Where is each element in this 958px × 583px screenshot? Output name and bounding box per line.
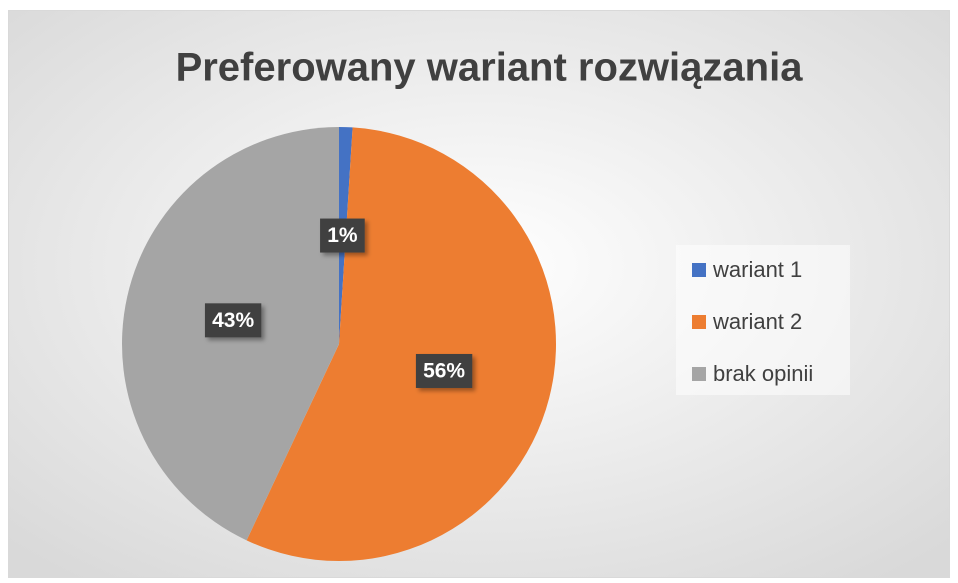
pie-slice: [246, 127, 556, 562]
legend-marker: [692, 367, 706, 381]
data-label-box: [415, 353, 473, 388]
data-label: 1%: [327, 224, 358, 247]
data-label-box: [320, 218, 365, 253]
data-label: 56%: [423, 360, 465, 383]
chart-title: Preferowany wariant rozwiązania: [176, 46, 804, 90]
legend-label: brak opinii: [713, 361, 813, 386]
data-label: 43%: [212, 309, 254, 332]
legend-label: wariant 2: [712, 309, 802, 334]
data-label-box: [204, 303, 262, 338]
legend-marker: [692, 263, 706, 277]
legend-marker: [692, 315, 706, 329]
legend-label: wariant 1: [712, 257, 802, 282]
